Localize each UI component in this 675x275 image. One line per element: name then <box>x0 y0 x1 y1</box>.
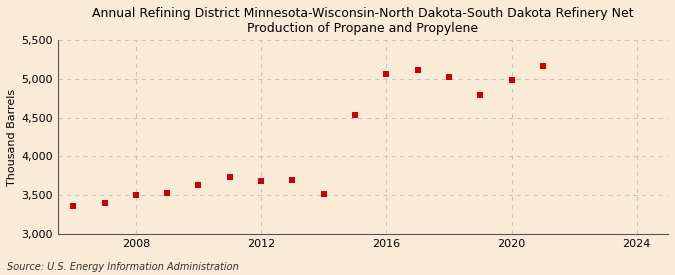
Point <box>537 64 548 68</box>
Point <box>99 201 110 205</box>
Point <box>475 93 485 97</box>
Point <box>381 72 392 76</box>
Text: Source: U.S. Energy Information Administration: Source: U.S. Energy Information Administ… <box>7 262 238 272</box>
Point <box>319 191 329 196</box>
Point <box>287 178 298 182</box>
Point <box>224 174 235 179</box>
Point <box>193 183 204 187</box>
Title: Annual Refining District Minnesota-Wisconsin-North Dakota-South Dakota Refinery : Annual Refining District Minnesota-Wisco… <box>92 7 634 35</box>
Point <box>350 112 360 117</box>
Point <box>256 179 267 183</box>
Point <box>68 204 79 208</box>
Point <box>162 191 173 195</box>
Point <box>130 193 141 197</box>
Point <box>506 78 517 82</box>
Point <box>412 68 423 73</box>
Point <box>443 75 454 80</box>
Y-axis label: Thousand Barrels: Thousand Barrels <box>7 89 17 186</box>
